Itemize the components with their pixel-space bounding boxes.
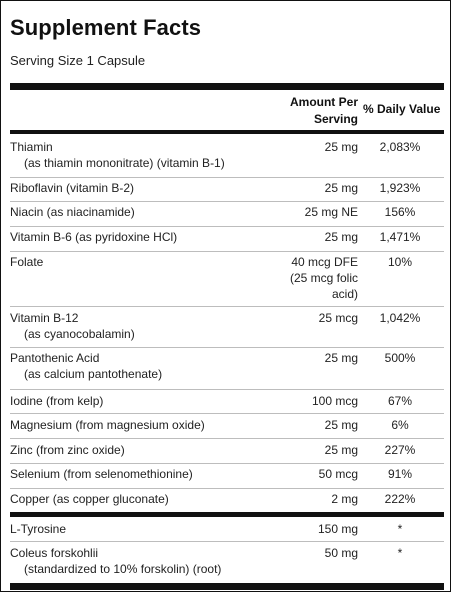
nutrient-row-folate: Folate 40 mcg DFE (25 mcg folic acid) 10… bbox=[10, 252, 444, 307]
nutrient-row-iodine: Iodine (from kelp) 100 mcg 67% bbox=[10, 390, 444, 414]
nutrient-row-magnesium: Magnesium (from magnesium oxide) 25 mg 6… bbox=[10, 414, 444, 439]
ingredient-daily-value: * bbox=[397, 522, 403, 536]
thick-divider-other bbox=[10, 512, 444, 517]
folate-amount-line2: (25 mcg folic bbox=[289, 271, 358, 285]
nutrient-row-zinc: Zinc (from zinc oxide) 25 mg 227% bbox=[10, 439, 444, 464]
ingredient-source: (standardized to 10% forskolin) (root) bbox=[24, 562, 222, 576]
ingredient-row-l-tyrosine: L-Tyrosine 150 mg * bbox=[10, 518, 444, 542]
nutrient-name: Pantothenic Acid bbox=[10, 351, 100, 365]
nutrient-source: (as cyanocobalamin) bbox=[24, 327, 135, 341]
nutrient-row-pantothenic-acid: Pantothenic Acid (as calcium pantothenat… bbox=[10, 348, 444, 390]
nutrient-name: Selenium (from selenomethionine) bbox=[10, 467, 193, 481]
nutrient-row-copper: Copper (as copper gluconate) 2 mg 222% bbox=[10, 489, 444, 511]
panel-title: Supplement Facts bbox=[10, 15, 202, 40]
nutrient-name: Thiamin bbox=[10, 140, 53, 154]
nutrient-daily-value: 10% bbox=[387, 255, 413, 269]
thick-divider-header bbox=[10, 130, 444, 134]
nutrient-daily-value: 1,471% bbox=[379, 230, 421, 244]
nutrient-daily-value: 1,923% bbox=[379, 181, 421, 195]
folate-amount-line1: 40 mcg DFE bbox=[291, 255, 358, 269]
amount-header-line1: Amount Per bbox=[289, 95, 358, 109]
nutrient-source: (as calcium pantothenate) bbox=[24, 367, 163, 381]
nutrient-amount: 40 mcg DFE (25 mcg folic acid) bbox=[278, 254, 358, 302]
nutrient-amount: 25 mg bbox=[324, 443, 358, 457]
nutrient-daily-value: 156% bbox=[384, 205, 416, 219]
nutrient-name: Magnesium (from magnesium oxide) bbox=[10, 418, 205, 432]
ingredient-amount: 150 mg bbox=[317, 522, 358, 536]
nutrient-amount: 25 mg bbox=[324, 140, 358, 154]
nutrient-row-thiamin: Thiamin (as thiamin mononitrate) (vitami… bbox=[10, 137, 444, 178]
nutrient-amount: 25 mg bbox=[324, 181, 358, 195]
nutrient-daily-value: 1,042% bbox=[379, 311, 421, 325]
nutrient-name: Vitamin B-12 bbox=[10, 311, 79, 325]
nutrient-amount: 25 mcg bbox=[318, 311, 358, 325]
nutrient-source: (as thiamin mononitrate) (vitamin B-1) bbox=[24, 156, 225, 170]
nutrient-name: Copper (as copper gluconate) bbox=[10, 492, 169, 506]
nutrient-row-vitamin-b6: Vitamin B-6 (as pyridoxine HCl) 25 mg 1,… bbox=[10, 227, 444, 252]
nutrient-name: Iodine (from kelp) bbox=[10, 394, 104, 408]
serving-size: Serving Size 1 Capsule bbox=[10, 53, 146, 68]
nutrient-row-riboflavin: Riboflavin (vitamin B-2) 25 mg 1,923% bbox=[10, 178, 444, 202]
ingredient-row-coleus-forskohlii: Coleus forskohlii (standardized to 10% f… bbox=[10, 542, 444, 582]
nutrient-daily-value: 222% bbox=[384, 492, 416, 506]
nutrient-row-niacin: Niacin (as niacinamide) 25 mg NE 156% bbox=[10, 202, 444, 227]
nutrient-amount: 25 mg NE bbox=[304, 205, 358, 219]
nutrient-daily-value: 500% bbox=[384, 351, 416, 365]
nutrient-name: Folate bbox=[10, 255, 44, 269]
nutrient-row-selenium: Selenium (from selenomethionine) 50 mcg … bbox=[10, 464, 444, 489]
nutrient-amount: 25 mg bbox=[324, 351, 358, 365]
nutrient-name: Zinc (from zinc oxide) bbox=[10, 443, 125, 457]
nutrient-row-vitamin-b12: Vitamin B-12 (as cyanocobalamin) 25 mcg … bbox=[10, 307, 444, 348]
thick-divider-top bbox=[10, 83, 444, 90]
nutrient-amount: 50 mcg bbox=[318, 467, 358, 481]
ingredient-name: L-Tyrosine bbox=[10, 522, 67, 536]
nutrient-amount: 25 mg bbox=[324, 230, 358, 244]
nutrient-daily-value: 2,083% bbox=[379, 140, 421, 154]
nutrient-amount: 25 mg bbox=[324, 418, 358, 432]
nutrient-daily-value: 91% bbox=[387, 467, 413, 481]
nutrient-name: Riboflavin (vitamin B-2) bbox=[10, 181, 135, 195]
amount-header-line2: Serving bbox=[313, 112, 358, 126]
daily-value-header: % Daily Value bbox=[363, 102, 441, 116]
nutrient-daily-value: 227% bbox=[384, 443, 416, 457]
amount-per-serving-header: Amount Per Serving bbox=[281, 94, 358, 128]
nutrient-daily-value: 67% bbox=[387, 394, 413, 408]
thick-divider-bottom bbox=[10, 583, 444, 590]
nutrient-name: Niacin (as niacinamide) bbox=[10, 205, 135, 219]
ingredient-daily-value: * bbox=[397, 546, 403, 560]
nutrient-amount: 100 mcg bbox=[311, 394, 358, 408]
ingredient-amount: 50 mg bbox=[324, 546, 358, 560]
nutrient-daily-value: 6% bbox=[391, 418, 409, 432]
nutrient-name: Vitamin B-6 (as pyridoxine HCl) bbox=[10, 230, 178, 244]
nutrient-amount: 2 mg bbox=[331, 492, 358, 506]
folate-amount-line3: acid) bbox=[331, 287, 358, 301]
ingredient-name: Coleus forskohlii bbox=[10, 546, 99, 560]
